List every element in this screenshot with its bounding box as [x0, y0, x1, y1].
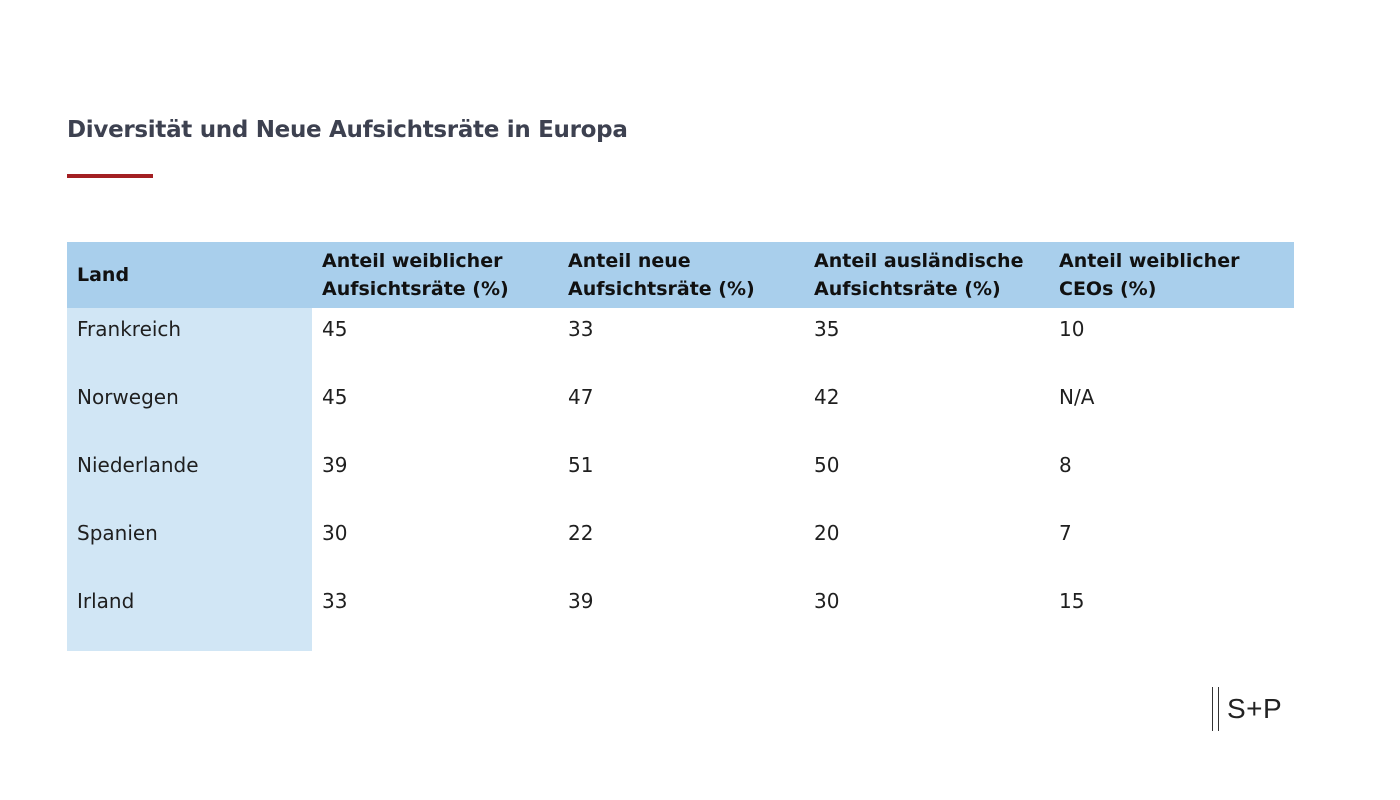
company-logo: S+P — [1212, 687, 1282, 731]
cell-value: 33 — [568, 317, 594, 341]
cell-value: 35 — [814, 317, 840, 341]
cell-value: 45 — [322, 385, 348, 409]
cell-value: 42 — [814, 385, 840, 409]
cell-value: 33 — [322, 589, 348, 613]
logo-bar-right — [1218, 687, 1219, 731]
data-table: Land Anteil weiblicher Aufsichtsräte (%)… — [67, 242, 1294, 651]
title-underline-rule — [67, 174, 153, 178]
table-row: Frankreich 45 33 35 10 — [67, 308, 1294, 376]
cell-value: 10 — [1059, 317, 1085, 341]
cell-value: 15 — [1059, 589, 1085, 613]
cell-land: Norwegen — [67, 376, 312, 444]
cell-value: 22 — [568, 521, 594, 545]
cell-value: 51 — [568, 453, 594, 477]
cell-land: Irland — [67, 580, 312, 651]
cell-value: 20 — [814, 521, 840, 545]
cell-value: 50 — [814, 453, 840, 477]
table-row: Irland 33 39 30 15 — [67, 580, 1294, 651]
cell-land: Niederlande — [67, 444, 312, 512]
cell-value: 30 — [322, 521, 348, 545]
table-row: Norwegen 45 47 42 N/A — [67, 376, 1294, 444]
logo-text: S+P — [1227, 693, 1283, 724]
cell-value: 47 — [568, 385, 594, 409]
cell-land: Spanien — [67, 512, 312, 580]
cell-value: 7 — [1059, 521, 1072, 545]
header-land: Land — [67, 242, 312, 308]
cell-value: 45 — [322, 317, 348, 341]
table-header-row: Land Anteil weiblicher Aufsichtsräte (%)… — [67, 242, 1294, 308]
data-table-container: Land Anteil weiblicher Aufsichtsräte (%)… — [67, 242, 1294, 651]
header-female-board-share: Anteil weiblicher Aufsichtsräte (%) — [312, 242, 558, 308]
cell-land: Frankreich — [67, 308, 312, 376]
cell-value: 39 — [568, 589, 594, 613]
cell-value: 8 — [1059, 453, 1072, 477]
logo-bar-left — [1212, 687, 1213, 731]
cell-value: 39 — [322, 453, 348, 477]
cell-value: 30 — [814, 589, 840, 613]
header-new-board-share: Anteil neue Aufsichtsräte (%) — [558, 242, 804, 308]
table-row: Niederlande 39 51 50 8 — [67, 444, 1294, 512]
cell-value: N/A — [1059, 385, 1095, 409]
header-female-ceo-share: Anteil weiblicher CEOs (%) — [1049, 242, 1294, 308]
page-title: Diversität und Neue Aufsichtsräte in Eur… — [67, 117, 628, 143]
header-foreign-board-share: Anteil ausländische Aufsichtsräte (%) — [804, 242, 1049, 308]
table-row: Spanien 30 22 20 7 — [67, 512, 1294, 580]
